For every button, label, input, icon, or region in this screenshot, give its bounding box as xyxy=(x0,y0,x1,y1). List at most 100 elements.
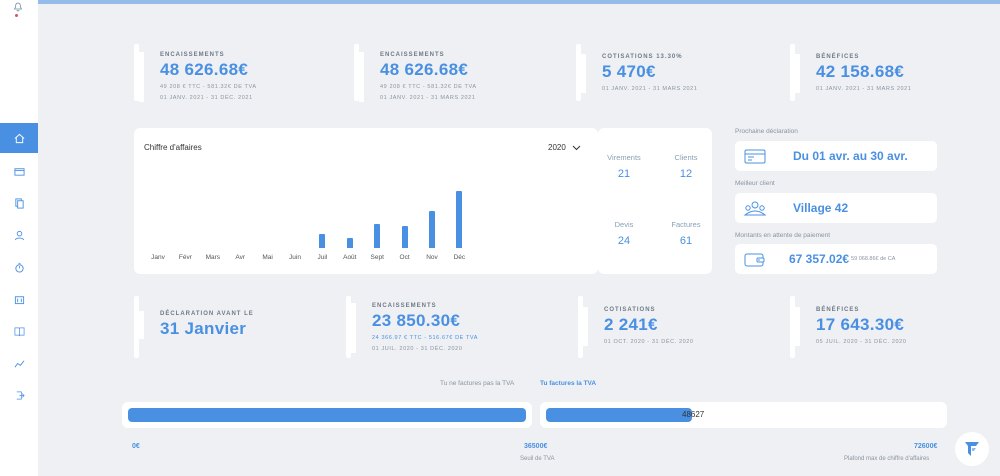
chart-bar xyxy=(346,238,353,248)
stat-value: 23 850.30€ xyxy=(372,311,461,330)
month-label: Mars xyxy=(205,254,221,261)
notification-dot xyxy=(15,14,18,17)
user-icon xyxy=(14,230,24,240)
nav-card[interactable] xyxy=(0,156,38,186)
documents-icon xyxy=(14,197,24,209)
mini-value-devis: 24 xyxy=(617,235,631,247)
pending-label: Montants en attente de paiement xyxy=(735,232,831,239)
chart-line-icon xyxy=(14,359,24,367)
mini-label-clients: Clients xyxy=(674,153,698,162)
month-label: Juin xyxy=(289,254,301,261)
stat-sub: 01 JUIL. 2020 - 31 DÉC. 2020 xyxy=(372,346,463,352)
card-icon xyxy=(13,167,25,176)
stat-sub: 01 JANV. 2021 - 31 DÉC. 2021 xyxy=(160,95,253,101)
top-accent-bar xyxy=(38,0,1000,4)
mini-label-factures: Factures xyxy=(671,220,701,229)
year-value: 2020 xyxy=(548,143,566,152)
vat-progress: 48627 xyxy=(540,402,947,428)
stat-sub: 01 OCT. 2020 - 31 DÉC. 2020 xyxy=(604,339,694,345)
stat-label: BÉNÉFICES xyxy=(816,54,860,60)
chart-bar xyxy=(374,224,381,248)
stat-label: ENCAISSEMENTS xyxy=(160,52,225,58)
stat-sub: 49 208 € TTC - 581.32€ DE TVA xyxy=(160,84,257,90)
next-declaration-label: Prochaine déclaration xyxy=(735,128,798,135)
wallet-icon xyxy=(735,251,775,267)
stat-value: 5 470€ xyxy=(602,62,656,81)
stat-sub: 01 JANV. 2021 - 31 MARS 2021 xyxy=(602,86,698,92)
pending-ca: 59 068.86€ de CA xyxy=(851,256,896,262)
stat-value: 31 Janvier xyxy=(160,319,247,338)
app-logo xyxy=(955,432,989,466)
stat-value: 2 241€ xyxy=(604,315,658,334)
nav-logout[interactable] xyxy=(0,380,38,410)
month-label: Oct xyxy=(399,254,410,261)
tick-threshold: 36500€ xyxy=(524,443,548,450)
vat-progress-fill xyxy=(546,408,693,422)
stat-sub: 01 JANV. 2021 - 31 MARS 2021 xyxy=(380,95,476,101)
tick-zero: 0€ xyxy=(132,443,140,450)
month-label: Déc xyxy=(453,254,466,261)
stat-sub: 49 208 € TTC - 581.32€ DE TVA xyxy=(380,84,477,90)
stat-label: DÉCLARATION AVANT LE xyxy=(160,311,254,317)
logout-icon xyxy=(16,390,25,400)
mini-label-devis: Devis xyxy=(614,220,634,229)
pending-card[interactable]: 67 357.02€ 59 068.86€ de CA xyxy=(735,244,937,274)
chart-title: Chiffre d'affaires xyxy=(144,143,202,152)
month-label: Sept xyxy=(370,254,384,261)
stat-benefices-semester: BÉNÉFICES 17 643.30€ 05 JUIL. 2020 - 31 … xyxy=(795,307,906,346)
mini-stats-card xyxy=(598,128,712,274)
stat-sub: 24 366.97 € TTC - 516.67€ DE TVA xyxy=(372,335,479,341)
best-client-card[interactable]: Village 42 xyxy=(735,193,937,223)
timer-icon xyxy=(14,262,24,273)
best-client-value: Village 42 xyxy=(793,201,849,215)
bell-icon[interactable] xyxy=(11,0,25,14)
nav-documents[interactable] xyxy=(0,188,38,218)
tick-threshold-label: Seuil de TVA xyxy=(520,456,555,462)
chart-bar xyxy=(456,191,463,248)
stat-value: 48 626.68€ xyxy=(380,60,469,79)
pending-value: 67 357.02€ xyxy=(789,252,850,266)
nav-user[interactable] xyxy=(0,220,38,250)
next-declaration-card[interactable]: Du 01 avr. au 30 avr. xyxy=(735,141,937,171)
sidebar xyxy=(0,0,38,476)
no-vat-label: Tu ne factures pas la TVA xyxy=(440,380,515,387)
stat-label: ENCAISSEMENTS xyxy=(372,303,437,309)
month-label: Nov xyxy=(426,254,438,261)
mini-value-clients: 12 xyxy=(679,168,693,180)
nav-timer[interactable] xyxy=(0,252,38,282)
stat-sub: 01 JANV. 2021 - 31 MARS 2021 xyxy=(816,86,912,92)
nav-book[interactable] xyxy=(0,316,38,346)
stat-value: 42 158.68€ xyxy=(816,62,905,81)
vat-progress-value: 48627 xyxy=(682,410,705,419)
stat-benefices: BÉNÉFICES 42 158.68€ 01 JANV. 2021 - 31 … xyxy=(795,54,911,93)
revenue-chart-card xyxy=(134,128,598,274)
stat-cotisations: COTISATIONS 13.30% 5 470€ 01 JANV. 2021 … xyxy=(581,54,697,93)
book-icon xyxy=(14,326,24,336)
month-label: Août xyxy=(343,254,357,261)
nav-home[interactable] xyxy=(0,123,38,153)
stat-value: 17 643.30€ xyxy=(816,315,905,334)
stat-label: ENCAISSEMENTS xyxy=(380,52,445,58)
stat-sub: 05 JUIL. 2020 - 31 DÉC. 2020 xyxy=(816,339,907,345)
stat-declaration: DÉCLARATION AVANT LE 31 Janvier xyxy=(139,311,254,339)
nav-bank[interactable] xyxy=(0,284,38,314)
stat-label: BÉNÉFICES xyxy=(816,307,860,313)
no-vat-progress-fill xyxy=(128,408,526,422)
nav-stats[interactable] xyxy=(0,348,38,378)
chart-bar xyxy=(429,211,435,248)
mini-value-factures: 61 xyxy=(679,235,693,247)
mini-value-virements: 21 xyxy=(617,168,631,180)
vat-label: Tu factures la TVA xyxy=(540,380,597,387)
bank-icon xyxy=(14,295,24,304)
best-client-label: Meilleur client xyxy=(735,180,775,187)
stat-value: 48 626.68€ xyxy=(160,60,249,79)
tick-max: 72600€ xyxy=(914,443,938,450)
next-declaration-value: Du 01 avr. au 30 avr. xyxy=(793,149,908,163)
calendar-icon xyxy=(735,148,775,164)
stat-encaissements-quarter: ENCAISSEMENTS 48 626.68€ 49 208 € TTC - … xyxy=(359,52,477,102)
stat-encaissements-year: ENCAISSEMENTS 48 626.68€ 49 208 € TTC - … xyxy=(139,52,257,102)
stat-cotisations-q4: COTISATIONS 2 241€ 01 OCT. 2020 - 31 DÉC… xyxy=(583,307,694,346)
year-select[interactable]: 2020 xyxy=(548,143,581,152)
chart-bar xyxy=(401,226,408,248)
chart-bar xyxy=(319,234,326,248)
